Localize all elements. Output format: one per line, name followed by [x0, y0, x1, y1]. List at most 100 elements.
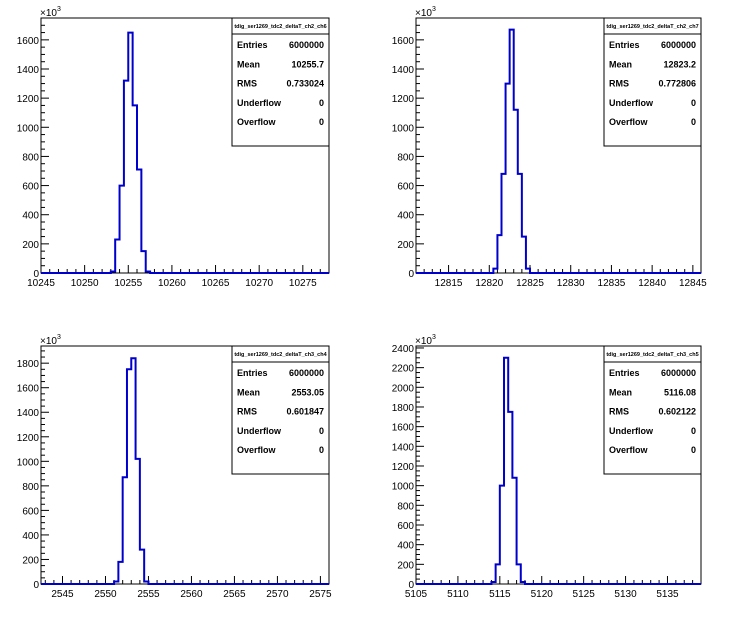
- histogram-pad-1: 10245 10250 10255 10260 10265 10270 10275 0 200 4…: [17, 6, 330, 289]
- y-tick-label: 1400: [392, 442, 415, 453]
- histogram-bin: [136, 459, 140, 584]
- y-exponent-label: ×103: [415, 6, 436, 19]
- histogram-bin: [133, 105, 137, 273]
- y-tick-label: 400: [22, 531, 39, 542]
- histogram-bin: [140, 550, 144, 584]
- stats-label: Entries: [609, 40, 640, 50]
- stats-value: 5116.08: [664, 387, 696, 397]
- stats-box-title: tdig_ser1269_tdc2_deltaT_ch2_ch6: [234, 24, 326, 30]
- stats-label: Mean: [609, 387, 632, 397]
- y-tick-label: 1600: [17, 36, 40, 47]
- y-exponent-label: ×103: [40, 334, 61, 347]
- x-tick-label: 10260: [158, 278, 186, 289]
- histogram-bin: [128, 33, 132, 273]
- histogram-bin: [502, 174, 506, 273]
- stats-value: 0: [319, 426, 324, 436]
- y-tick-label: 2200: [392, 364, 415, 375]
- x-tick-label: 12815: [435, 278, 463, 289]
- histogram-bin: [504, 358, 508, 584]
- stats-value: 12823.2: [663, 59, 696, 69]
- y-tick-label: 1200: [392, 94, 415, 105]
- x-tick-label: 5105: [405, 589, 428, 600]
- histogram-bin: [508, 412, 512, 584]
- histogram-bin: [491, 582, 495, 584]
- stats-box: tdig_ser1269_tdc2_deltaT_ch2_ch7 Entries 6…: [603, 17, 702, 147]
- stats-label: Entries: [609, 368, 640, 378]
- x-tick-label: 10255: [114, 278, 142, 289]
- y-tick-label: 1600: [392, 423, 415, 434]
- y-tick-label: 1000: [392, 482, 415, 493]
- stats-label: RMS: [609, 79, 629, 89]
- y-tick-label: 600: [397, 521, 414, 532]
- y-tick-label: 0: [33, 269, 39, 280]
- stats-box: tdig_ser1269_tdc2_deltaT_ch2_ch6 Entries 6…: [231, 17, 330, 147]
- x-tick-label: 2570: [266, 589, 289, 600]
- histogram-bin: [493, 269, 497, 273]
- stats-box-title: tdig_ser1269_tdc2_deltaT_ch3_ch5: [606, 352, 698, 358]
- y-tick-label: 0: [408, 269, 414, 280]
- stats-box-frame: [231, 17, 330, 147]
- x-tick-label: 2550: [94, 589, 117, 600]
- stats-value: 0.733024: [286, 79, 324, 89]
- stats-value: 0: [691, 98, 696, 108]
- histogram-bin: [526, 269, 530, 273]
- y-tick-label: 0: [33, 580, 39, 591]
- stats-box-frame: [603, 17, 702, 147]
- y-tick-label: 1600: [392, 36, 415, 47]
- histogram-bin: [115, 239, 119, 273]
- stats-value: 2553.05: [291, 387, 324, 397]
- x-tick-label: 5130: [614, 589, 637, 600]
- x-tick-label: 5120: [531, 589, 554, 600]
- histogram-bin: [522, 237, 526, 273]
- y-tick-label: 400: [22, 211, 39, 222]
- stats-value: 0: [691, 426, 696, 436]
- y-tick-label: 200: [397, 560, 414, 571]
- x-tick-label: 12830: [557, 278, 585, 289]
- stats-value: 6000000: [661, 368, 696, 378]
- x-tick-label: 12840: [638, 278, 666, 289]
- histogram-line: [41, 357, 329, 585]
- stats-value: 10255.7: [291, 59, 324, 69]
- y-tick-label: 1000: [392, 123, 415, 134]
- y-tick-label: 1600: [17, 384, 40, 395]
- y-tick-label: 1000: [17, 123, 40, 134]
- x-tick-label: 2565: [223, 589, 246, 600]
- y-tick-label: 600: [22, 182, 39, 193]
- stats-box-title: tdig_ser1269_tdc2_deltaT_ch2_ch7: [606, 24, 698, 30]
- x-tick-label: 5125: [573, 589, 596, 600]
- y-tick-label: 200: [397, 240, 414, 251]
- histogram-line: [41, 31, 329, 274]
- y-tick-label: 1000: [17, 457, 40, 468]
- x-tick-label: 5110: [447, 589, 469, 600]
- stats-value: 0: [691, 117, 696, 127]
- stats-label: Overflow: [609, 117, 649, 127]
- y-tick-label: 200: [22, 555, 39, 566]
- y-tick-label: 800: [22, 482, 39, 493]
- stats-label: Underflow: [237, 98, 282, 108]
- x-tick-label: 5115: [489, 589, 511, 600]
- histogram-bin: [496, 564, 500, 584]
- stats-label: Overflow: [609, 445, 649, 455]
- x-tick-label: 10265: [202, 278, 230, 289]
- x-tick-label: 12825: [516, 278, 544, 289]
- stats-value: 0.772806: [658, 79, 696, 89]
- stats-box-title: tdig_ser1269_tdc2_deltaT_ch3_ch4: [234, 352, 327, 358]
- histogram-bin: [510, 30, 514, 273]
- histogram-bin: [123, 477, 127, 584]
- stats-value: 6000000: [289, 368, 324, 378]
- histogram-bin: [127, 369, 131, 584]
- y-tick-label: 1800: [17, 359, 40, 370]
- x-tick-label: 10270: [245, 278, 273, 289]
- stats-value: 0: [319, 98, 324, 108]
- y-tick-label: 1400: [17, 408, 40, 419]
- stats-value: 0.601847: [286, 407, 324, 417]
- x-tick-label: 2575: [309, 589, 332, 600]
- stats-label: Underflow: [237, 426, 282, 436]
- y-tick-label: 2400: [392, 344, 415, 355]
- stats-value: 0: [319, 117, 324, 127]
- x-tick-label: 5135: [656, 589, 679, 600]
- histogram-bin: [114, 582, 118, 584]
- histogram-bin: [512, 478, 516, 584]
- histogram-bin: [111, 272, 115, 273]
